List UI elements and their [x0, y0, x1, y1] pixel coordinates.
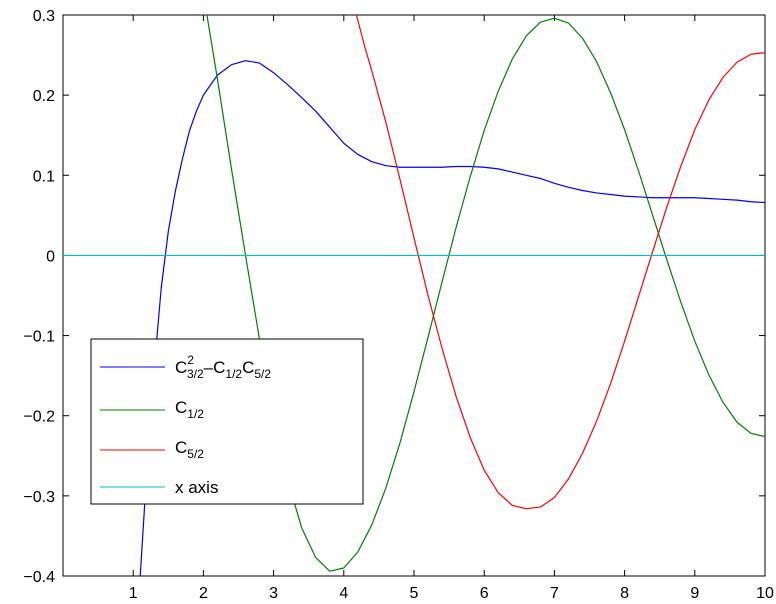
x-tick-label: 10: [756, 585, 774, 602]
legend-label-x-axis: x axis: [175, 478, 218, 497]
axis-ticks: [63, 14, 766, 577]
legend: C2 3/2–C1/2C5/2 C1/2 C5/2 x axis: [90, 338, 364, 505]
x-tick-label: 7: [550, 585, 559, 602]
series-line-c52: [355, 15, 765, 510]
y-tick-label: 0.2: [33, 88, 55, 105]
y-tick-label: 0: [46, 248, 55, 265]
y-tick-label: 0.1: [33, 168, 55, 185]
x-tick-label: 5: [410, 585, 419, 602]
series-line-c32sq-minus-c12c52: [139, 60, 765, 576]
legend-label-c12: C1/2: [175, 398, 204, 421]
x-tick-label: 4: [339, 585, 348, 602]
x-tick-label: 1: [129, 585, 138, 602]
y-tick-label: −0.2: [23, 409, 55, 426]
axis-tick-labels: 1 2 3 4 5 6 7 8 9 10 −0.4 −0.3 −0.2 −0.1 0 0.1 0.2 0.3: [23, 8, 774, 602]
y-tick-label: −0.4: [23, 569, 55, 586]
x-tick-label: 3: [269, 585, 278, 602]
x-tick-label: 9: [690, 585, 699, 602]
y-tick-label: 0.3: [33, 8, 55, 25]
y-tick-label: −0.3: [23, 489, 55, 506]
legend-label-c52: C5/2: [175, 438, 204, 461]
series-line-c12: [206, 15, 765, 572]
x-tick-label: 6: [480, 585, 489, 602]
x-tick-label: 2: [199, 585, 208, 602]
legend-box: [90, 338, 364, 505]
series-lines: [63, 15, 765, 576]
legend-label-c32sq-minus-c12c52: C2 3/2–C1/2C5/2: [175, 353, 271, 381]
y-tick-label: −0.1: [23, 329, 55, 346]
x-tick-label: 8: [620, 585, 629, 602]
